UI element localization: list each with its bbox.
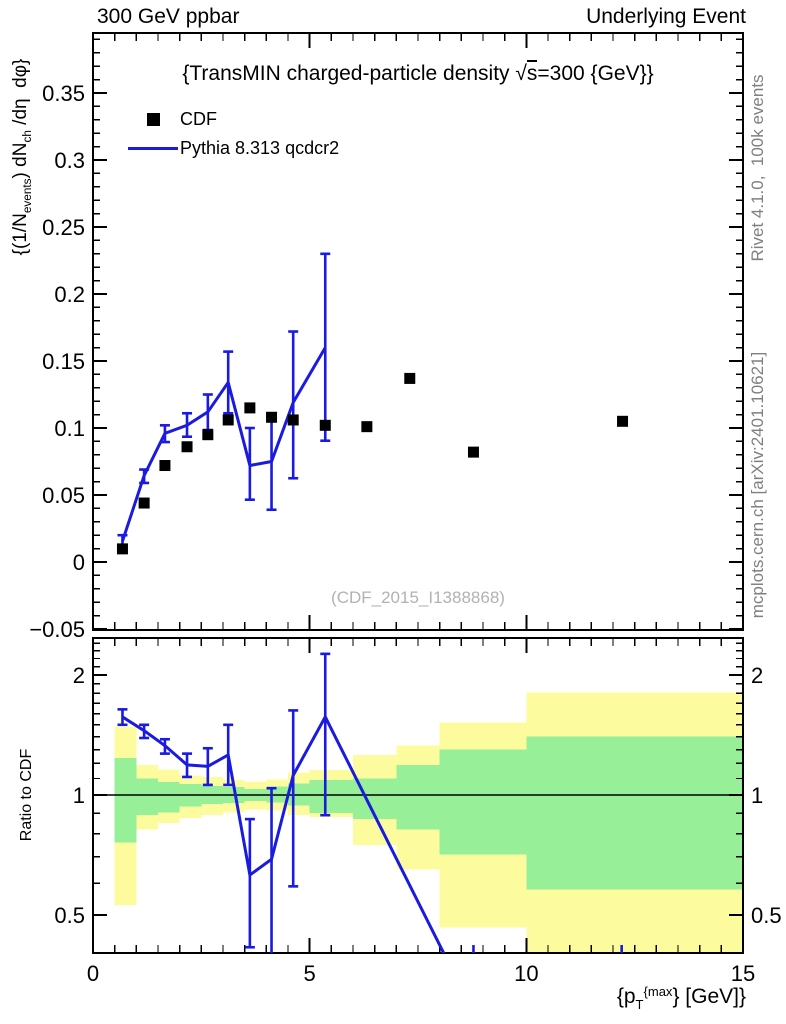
y-title-p3: /dη dφ} [9, 58, 31, 131]
sqrt-argument: s [526, 60, 538, 85]
rivet-version-note: Rivet 4.1.0, 100k events [748, 74, 767, 262]
cdf-series-main [116, 372, 629, 555]
x-axis-title: {pT{max} [GeV]} [617, 984, 746, 1012]
y-tick-label: −0.05 [29, 617, 85, 642]
y-title-sub-events: events [21, 178, 35, 214]
green-band-bin [526, 736, 743, 890]
green-band-bin [309, 780, 353, 814]
y-axis-title: {(1/Nevents) dNch /dη dφ} [10, 59, 34, 256]
cdf-data-point [244, 402, 256, 414]
y-tick-label: 0 [73, 550, 85, 575]
ratio-curve [121, 713, 446, 953]
x-title-p2: } [GeV]} [672, 985, 746, 1009]
sqrt-symbol: √ [515, 62, 527, 85]
cdf-data-point [404, 372, 416, 384]
x-title-sup-max: {max [643, 984, 673, 999]
pythia-curve [121, 346, 327, 542]
x-tick-label: 5 [304, 961, 316, 986]
cdf-data-point [266, 411, 278, 423]
pythia-series-main [117, 252, 331, 550]
y-tick-label: 0.05 [42, 483, 85, 508]
tick-labels: −0.05 0 0.05 0.1 0.15 0.2 0.25 0.3 0.35 0.5 0.5 1 1 2… [29, 81, 781, 986]
plot-title-suffix: =300 {GeV}} [537, 62, 654, 85]
analysis-id-watermark: (CDF_2015_I1388868) [331, 588, 505, 607]
pythia-line-marker-icon [128, 147, 178, 150]
cdf-square-marker-icon [146, 113, 160, 126]
green-band-bin [439, 749, 527, 855]
cdf-marker-col [126, 113, 180, 126]
ratio-axis-title: Ratio to CDF [18, 748, 35, 842]
green-band-bin [158, 781, 180, 813]
y-tick-label: 0.25 [42, 215, 85, 240]
y-title-p1: {(1/N [9, 213, 31, 256]
ratio-tick-label-right: 1 [751, 783, 763, 808]
pythia-marker-col [126, 147, 180, 150]
x-tick-label: 0 [87, 961, 99, 986]
x-tick-label: 15 [731, 961, 755, 986]
plot-title: {TransMIN charged-particle density √s=30… [93, 60, 743, 86]
ratio-uncertainty-bands [114, 692, 743, 953]
ratio-tick-label-left: 0.5 [54, 903, 85, 928]
cdf-data-point [617, 415, 629, 427]
pythia-series-ratio [117, 652, 623, 953]
legend: CDF Pythia 8.313 qcdcr2 [126, 105, 339, 163]
ratio-tick-label-left: 2 [73, 663, 85, 688]
green-band-bin [114, 757, 137, 843]
green-band-bin [396, 764, 440, 830]
legend-item-pythia: Pythia 8.313 qcdcr2 [126, 134, 339, 163]
cdf-data-point [319, 419, 331, 431]
green-band-bin [136, 778, 158, 816]
cdf-data-point [467, 446, 479, 458]
ratio-tick-label-right: 2 [751, 663, 763, 688]
y-title-p2: ) dN [9, 142, 31, 179]
legend-label-pythia: Pythia 8.313 qcdcr2 [180, 138, 340, 158]
cdf-data-point [159, 460, 171, 472]
cdf-data-point [361, 421, 373, 433]
cdf-data-point [287, 414, 299, 426]
y-tick-label: 0.1 [54, 416, 85, 441]
cdf-data-point [181, 441, 193, 453]
axis-ticks [92, 33, 744, 953]
y-tick-label: 0.15 [42, 349, 85, 374]
cdf-data-point [116, 543, 128, 555]
ratio-tick-label-left: 1 [73, 783, 85, 808]
y-tick-label: 0.35 [42, 81, 85, 106]
ratio-tick-label-right: 0.5 [751, 903, 782, 928]
mcplots-arxiv-note: mcplots.cern.ch [arXiv:2401.10621] [748, 351, 767, 619]
plot-title-text: {TransMIN charged-particle density [182, 62, 516, 85]
x-tick-label: 10 [514, 961, 538, 986]
x-title-p1: {p [616, 985, 636, 1009]
y-title-sub-ch: ch [21, 130, 35, 143]
legend-label-cdf: CDF [180, 109, 217, 129]
cdf-data-point [138, 497, 150, 509]
cdf-data-point [202, 429, 214, 441]
legend-item-cdf: CDF [126, 105, 339, 134]
beam-energy-title: 300 GeV ppbar [97, 5, 240, 28]
x-title-sub-T: T [635, 997, 644, 1012]
observable-group-title: Underlying Event [586, 5, 746, 28]
y-tick-label: 0.2 [54, 282, 85, 307]
cdf-data-point [222, 414, 234, 426]
y-tick-label: 0.3 [54, 148, 85, 173]
